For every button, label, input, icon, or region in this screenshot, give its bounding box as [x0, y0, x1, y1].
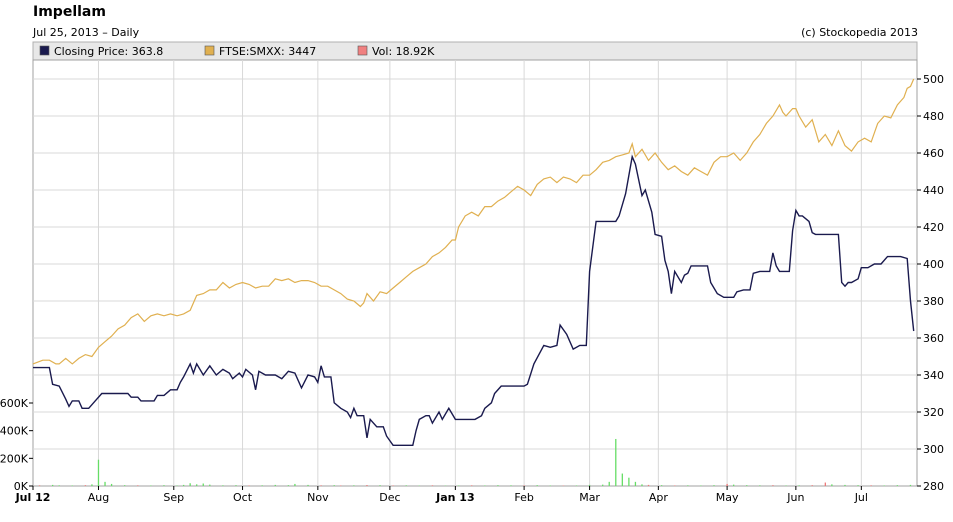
price-line	[33, 154, 915, 446]
plot-frame	[32, 59, 918, 487]
legend-swatch	[357, 45, 368, 56]
x-axis-label: Sep	[163, 491, 184, 504]
chart-title: Impellam	[33, 4, 106, 20]
volume-bars	[38, 438, 912, 486]
left-axis-label: 600K	[0, 397, 29, 410]
legend-label: Closing Price: 363.8	[54, 45, 163, 58]
x-axis-label: Oct	[233, 491, 253, 504]
right-axis-label: 500	[923, 73, 944, 86]
x-axis-label: Jul	[854, 491, 868, 504]
right-axis-label: 440	[923, 184, 944, 197]
right-axis-label: 320	[923, 406, 944, 419]
right-axis-label: 400	[923, 258, 944, 271]
legend-label: Vol: 18.92K	[372, 45, 435, 58]
legend-label: FTSE:SMXX: 3447	[219, 45, 316, 58]
chart-subtitle: Jul 25, 2013 – Daily	[33, 26, 140, 39]
left-axis-label: 200K	[0, 452, 29, 465]
right-axis-label: 360	[923, 332, 944, 345]
copyright-text: (c) Stockopedia 2013	[801, 26, 918, 39]
right-axis-label: 300	[923, 443, 944, 456]
right-axis-label: 420	[923, 221, 944, 234]
right-axis-label: 480	[923, 110, 944, 123]
right-axis-label: 340	[923, 369, 944, 382]
left-axis-label: 0K	[14, 480, 29, 493]
x-axis-label: Jan 13	[435, 491, 474, 504]
right-axis-label: 460	[923, 147, 944, 160]
x-axis-label: Apr	[649, 491, 669, 504]
x-axis-label: May	[716, 491, 739, 504]
legend-swatch	[204, 45, 215, 56]
x-axis-label: Dec	[379, 491, 400, 504]
x-axis-label: Jun	[786, 491, 804, 504]
legend-bar	[32, 41, 918, 61]
legend-swatch	[39, 45, 50, 56]
legend: Closing Price: 363.8 FTSE:SMXX: 3447 Vol: …	[39, 45, 435, 58]
x-axis-label: Aug	[88, 491, 109, 504]
x-axis-label: Jul 12	[15, 491, 51, 504]
right-axis-label: 380	[923, 295, 944, 308]
x-axis-label: Mar	[579, 491, 600, 504]
series-lines	[32, 78, 915, 446]
axes: 280 300 320 340 360 380 400 420 440 460 480 500 0K 20…	[0, 73, 944, 504]
right-axis-label: 280	[923, 480, 944, 493]
index-line	[32, 78, 915, 365]
left-axis-label: 400K	[0, 425, 29, 438]
x-axis-label: Feb	[514, 491, 533, 504]
x-axis-label: Nov	[307, 491, 329, 504]
